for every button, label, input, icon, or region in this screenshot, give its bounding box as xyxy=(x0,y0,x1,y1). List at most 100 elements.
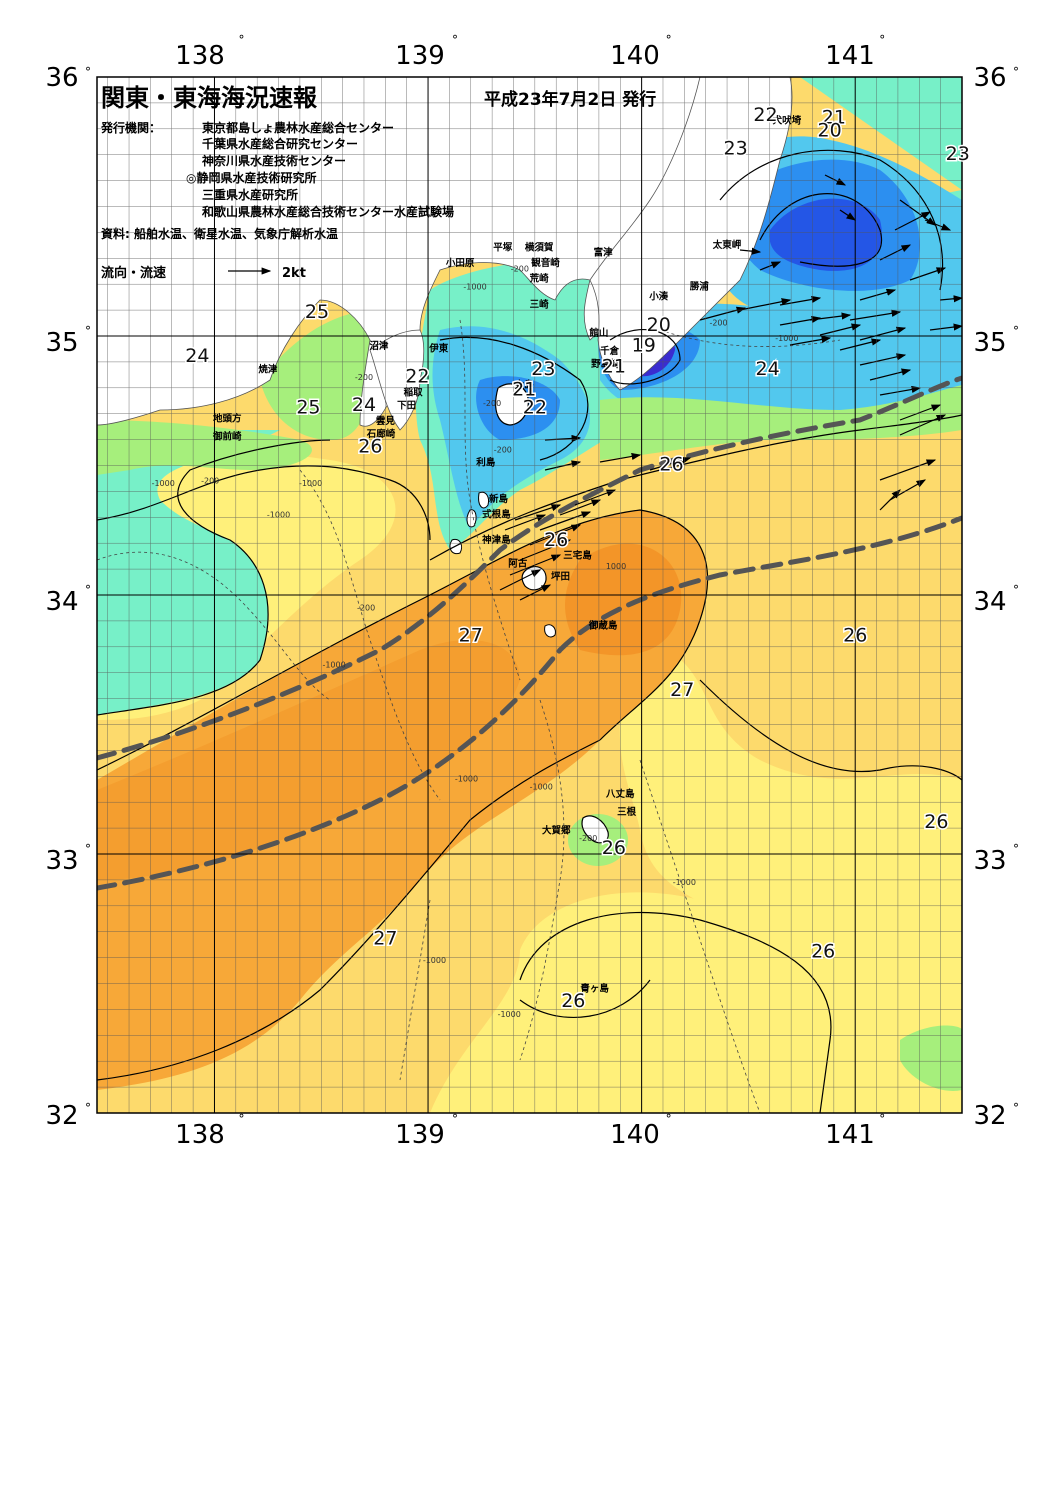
place-label: 石廊崎 xyxy=(366,428,396,440)
legend-label: 流向・流速 xyxy=(101,265,166,281)
depth-label: -1000 xyxy=(498,1010,521,1019)
place-label: 地頭方 xyxy=(213,412,242,424)
depth-label: -1000 xyxy=(423,956,446,965)
depth-label: -1000 xyxy=(152,479,175,488)
temperature-label: 22 xyxy=(405,366,429,388)
place-label: 神津島 xyxy=(482,534,511,546)
lat-label-left-32: 32 xyxy=(45,1101,78,1131)
isotherm-lines xyxy=(97,149,962,1113)
current-arrow xyxy=(824,174,847,186)
temperature-label: 25 xyxy=(296,397,320,419)
temperature-label: 27 xyxy=(459,625,483,647)
publisher-org-3: 神奈川県水産技術センター xyxy=(202,153,346,168)
place-label: 雲見 xyxy=(376,415,396,427)
temp-zone-25-se xyxy=(900,1025,962,1091)
publisher-block: 発行機関： 東京都島しょ農林水産総合センター 千葉県水産総合研究センター 神奈川… xyxy=(100,120,454,241)
lon-label-top-138: 138 xyxy=(175,41,225,71)
place-label: 富津 xyxy=(594,247,614,259)
lat-label-right-36: 36 xyxy=(973,63,1006,93)
degree-symbol: ° xyxy=(238,1112,244,1126)
depth-label: -200 xyxy=(709,319,727,328)
place-label: 御前崎 xyxy=(212,431,242,443)
depth-label: -200 xyxy=(511,264,529,273)
current-arrow xyxy=(849,309,902,321)
depth-label: -1000 xyxy=(299,479,322,488)
temperature-label: 23 xyxy=(724,138,748,160)
depth-label: -200 xyxy=(201,477,219,486)
temperature-label: 24 xyxy=(756,358,780,380)
place-label: 坪田 xyxy=(551,570,570,582)
place-label: 犬吠埼 xyxy=(772,115,802,127)
depth-labels: -1000 -200 -1000 -200 -1000 -1000 -200 -200 -100… xyxy=(152,264,799,1019)
publisher-org-1: 東京都島しょ農林水産総合センター xyxy=(202,120,394,135)
kuroshio-front-north xyxy=(97,375,962,761)
land-hachijojima xyxy=(581,815,609,844)
place-label: 千倉 xyxy=(600,345,620,357)
temp-zone-23-west xyxy=(97,430,280,715)
land-toshima xyxy=(478,491,489,509)
degree-symbol: ° xyxy=(879,33,885,47)
degree-symbol: ° xyxy=(1013,1101,1019,1115)
current-arrow xyxy=(929,323,962,331)
lon-label-top-139: 139 xyxy=(395,41,445,71)
isotherm-26-south xyxy=(519,911,832,1113)
place-label: 利島 xyxy=(475,457,496,469)
place-label: 小田原 xyxy=(445,257,475,269)
place-label: 三宅島 xyxy=(563,550,592,562)
temperature-label: 24 xyxy=(185,345,209,367)
depth-label: -1000 xyxy=(267,510,290,519)
depth-label: -1000 xyxy=(463,282,486,291)
temperature-label: 22 xyxy=(753,104,777,126)
temp-zone-24-west xyxy=(97,420,312,475)
land-boso xyxy=(589,77,793,391)
current-arrow xyxy=(859,353,907,366)
isotherm-kuroshio-north xyxy=(429,414,962,561)
place-label: 横須賀 xyxy=(525,242,554,254)
current-arrows xyxy=(499,174,962,601)
temperature-label: 19 xyxy=(632,335,656,357)
current-arrow xyxy=(819,323,862,336)
temperature-label: 26 xyxy=(811,941,835,963)
place-label: 館山 xyxy=(588,327,608,339)
lat-label-right-35: 35 xyxy=(973,328,1006,358)
isotherm-27-south xyxy=(97,739,601,1081)
degree-symbol: ° xyxy=(1013,583,1019,597)
publisher-org-6: 和歌山県農林水産総合技術センター水産試験場 xyxy=(201,204,454,219)
depth-label: -200 xyxy=(579,834,597,843)
temperature-label: 20 xyxy=(817,120,841,142)
axis-labels: 138 139 140 141 138 139 140 141 36 35 34… xyxy=(45,41,1006,1150)
place-label: 青ヶ島 xyxy=(580,982,609,994)
current-arrow xyxy=(789,335,832,346)
isobath-6 xyxy=(659,329,841,347)
current-arrow xyxy=(599,452,642,463)
publisher-org-2: 千葉県水産総合研究センター xyxy=(202,136,358,151)
degree-symbol: ° xyxy=(85,1101,91,1115)
temp-zone-27 xyxy=(97,510,708,1090)
temperature-label: 26 xyxy=(924,811,948,833)
current-arrow xyxy=(879,489,901,511)
temperature-label: 24 xyxy=(352,394,376,416)
current-arrow xyxy=(894,211,932,231)
temp-zone-24-ne xyxy=(600,385,962,460)
temp-zone-28 xyxy=(565,543,682,656)
place-label: 焼津 xyxy=(258,363,278,375)
depth-label: 1000 xyxy=(606,562,626,571)
current-arrow xyxy=(879,459,937,481)
isobath-7 xyxy=(399,899,431,1081)
degree-symbol: ° xyxy=(1013,324,1019,338)
isotherm-izu-22 xyxy=(439,336,589,461)
temp-zone-25-south xyxy=(430,892,831,1113)
current-arrow xyxy=(739,247,762,255)
place-label: 大賀郷 xyxy=(542,824,571,836)
place-label: 太東岬 xyxy=(713,239,742,251)
degree-symbol: ° xyxy=(1013,65,1019,79)
current-arrow xyxy=(879,385,922,396)
current-arrow xyxy=(839,209,856,221)
current-arrow xyxy=(539,511,592,531)
place-label: 観音崎 xyxy=(531,257,560,269)
land-niijima xyxy=(466,509,477,528)
isobath-3 xyxy=(459,319,521,681)
